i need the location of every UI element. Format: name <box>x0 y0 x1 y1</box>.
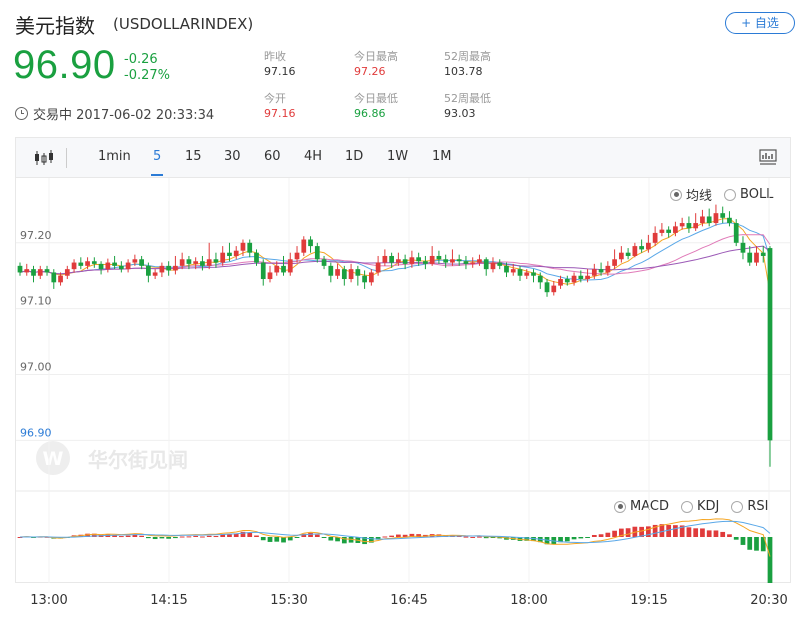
overlay-ma-label: 均线 <box>686 189 713 204</box>
radio-selected-icon <box>670 188 682 201</box>
main-overlay-selector: 均线 BOLL <box>670 185 785 204</box>
overlay-ma-option[interactable]: 均线 <box>670 185 712 204</box>
period-1m[interactable]: 1M <box>432 149 452 164</box>
toolbar-divider <box>66 148 67 168</box>
trading-status: 交易中 2017-06-02 20:33:34 <box>15 104 214 123</box>
last-price: 96.90 <box>13 43 116 87</box>
x-tick-label: 18:00 <box>510 593 547 608</box>
stat-value: 103.78 <box>444 65 483 78</box>
period-1min[interactable]: 1min <box>98 149 131 164</box>
change-percent: -0.27% <box>124 68 170 83</box>
period-1d[interactable]: 1D <box>345 149 364 164</box>
stat-label: 52周最高 <box>444 50 491 63</box>
instrument-code: (USDOLLARINDEX) <box>113 15 254 33</box>
period-5min[interactable]: 5 <box>153 149 162 164</box>
period-15min[interactable]: 15 <box>185 149 202 164</box>
stat-label: 今日最低 <box>354 92 398 105</box>
price-change: -0.26 -0.27% <box>124 52 170 84</box>
stat-value: 93.03 <box>444 107 476 120</box>
instrument-name: 美元指数 <box>15 14 95 38</box>
x-tick-label: 20:30 <box>750 593 787 608</box>
x-tick-label: 19:15 <box>630 593 667 608</box>
x-tick-label: 16:45 <box>390 593 427 608</box>
chart-panel: 1min 5 15 30 60 4H 1D 1W 1M 均线 <box>15 137 791 583</box>
period-60min[interactable]: 60 <box>264 149 281 164</box>
stat-label: 今日最高 <box>354 50 398 63</box>
stat-value: 96.86 <box>354 107 386 120</box>
stat-52w-high: 52周最高 103.78 <box>444 49 491 79</box>
sub-indicator-selector: MACD KDJ RSI <box>614 499 780 514</box>
add-watchlist-button[interactable]: + 自选 <box>725 12 795 34</box>
clock-icon <box>15 107 28 120</box>
overlay-boll-option[interactable]: BOLL <box>724 187 773 202</box>
stat-value: 97.26 <box>354 65 386 78</box>
candlestick-type-icon[interactable] <box>34 149 56 167</box>
radio-icon <box>680 500 693 513</box>
period-4h[interactable]: 4H <box>304 149 323 164</box>
indicator-kdj-label: KDJ <box>696 499 720 514</box>
stat-prev-close: 昨收 97.16 <box>264 49 296 79</box>
stat-label: 昨收 <box>264 50 286 63</box>
status-text: 交易中 2017-06-02 20:33:34 <box>33 108 215 123</box>
x-tick-label: 13:00 <box>30 593 67 608</box>
stat-label: 52周最低 <box>444 92 491 105</box>
radio-icon <box>731 500 744 513</box>
indicator-macd-label: MACD <box>630 499 669 514</box>
stat-day-high: 今日最高 97.26 <box>354 49 398 79</box>
x-tick-label: 15:30 <box>270 593 307 608</box>
stat-label: 今开 <box>264 92 286 105</box>
indicator-rsi-option[interactable]: RSI <box>731 499 768 514</box>
indicator-rsi-label: RSI <box>747 499 769 514</box>
period-toolbar: 1min 5 15 30 60 4H 1D 1W 1M <box>16 138 790 178</box>
indicator-kdj-option[interactable]: KDJ <box>680 499 720 514</box>
period-1w[interactable]: 1W <box>387 149 409 164</box>
active-period-underline <box>151 174 163 176</box>
stat-52w-low: 52周最低 93.03 <box>444 91 491 121</box>
change-value: -0.26 <box>124 52 158 67</box>
stat-value: 97.16 <box>264 107 296 120</box>
stat-day-low: 今日最低 96.86 <box>354 91 398 121</box>
stat-value: 97.16 <box>264 65 296 78</box>
period-30min[interactable]: 30 <box>224 149 241 164</box>
stat-open: 今开 97.16 <box>264 91 296 121</box>
radio-icon <box>724 188 737 201</box>
fullscreen-chart-icon[interactable] <box>759 149 777 166</box>
indicator-macd-option[interactable]: MACD <box>614 499 669 514</box>
x-tick-label: 14:15 <box>150 593 187 608</box>
radio-selected-icon <box>614 500 626 513</box>
overlay-boll-label: BOLL <box>740 187 774 202</box>
